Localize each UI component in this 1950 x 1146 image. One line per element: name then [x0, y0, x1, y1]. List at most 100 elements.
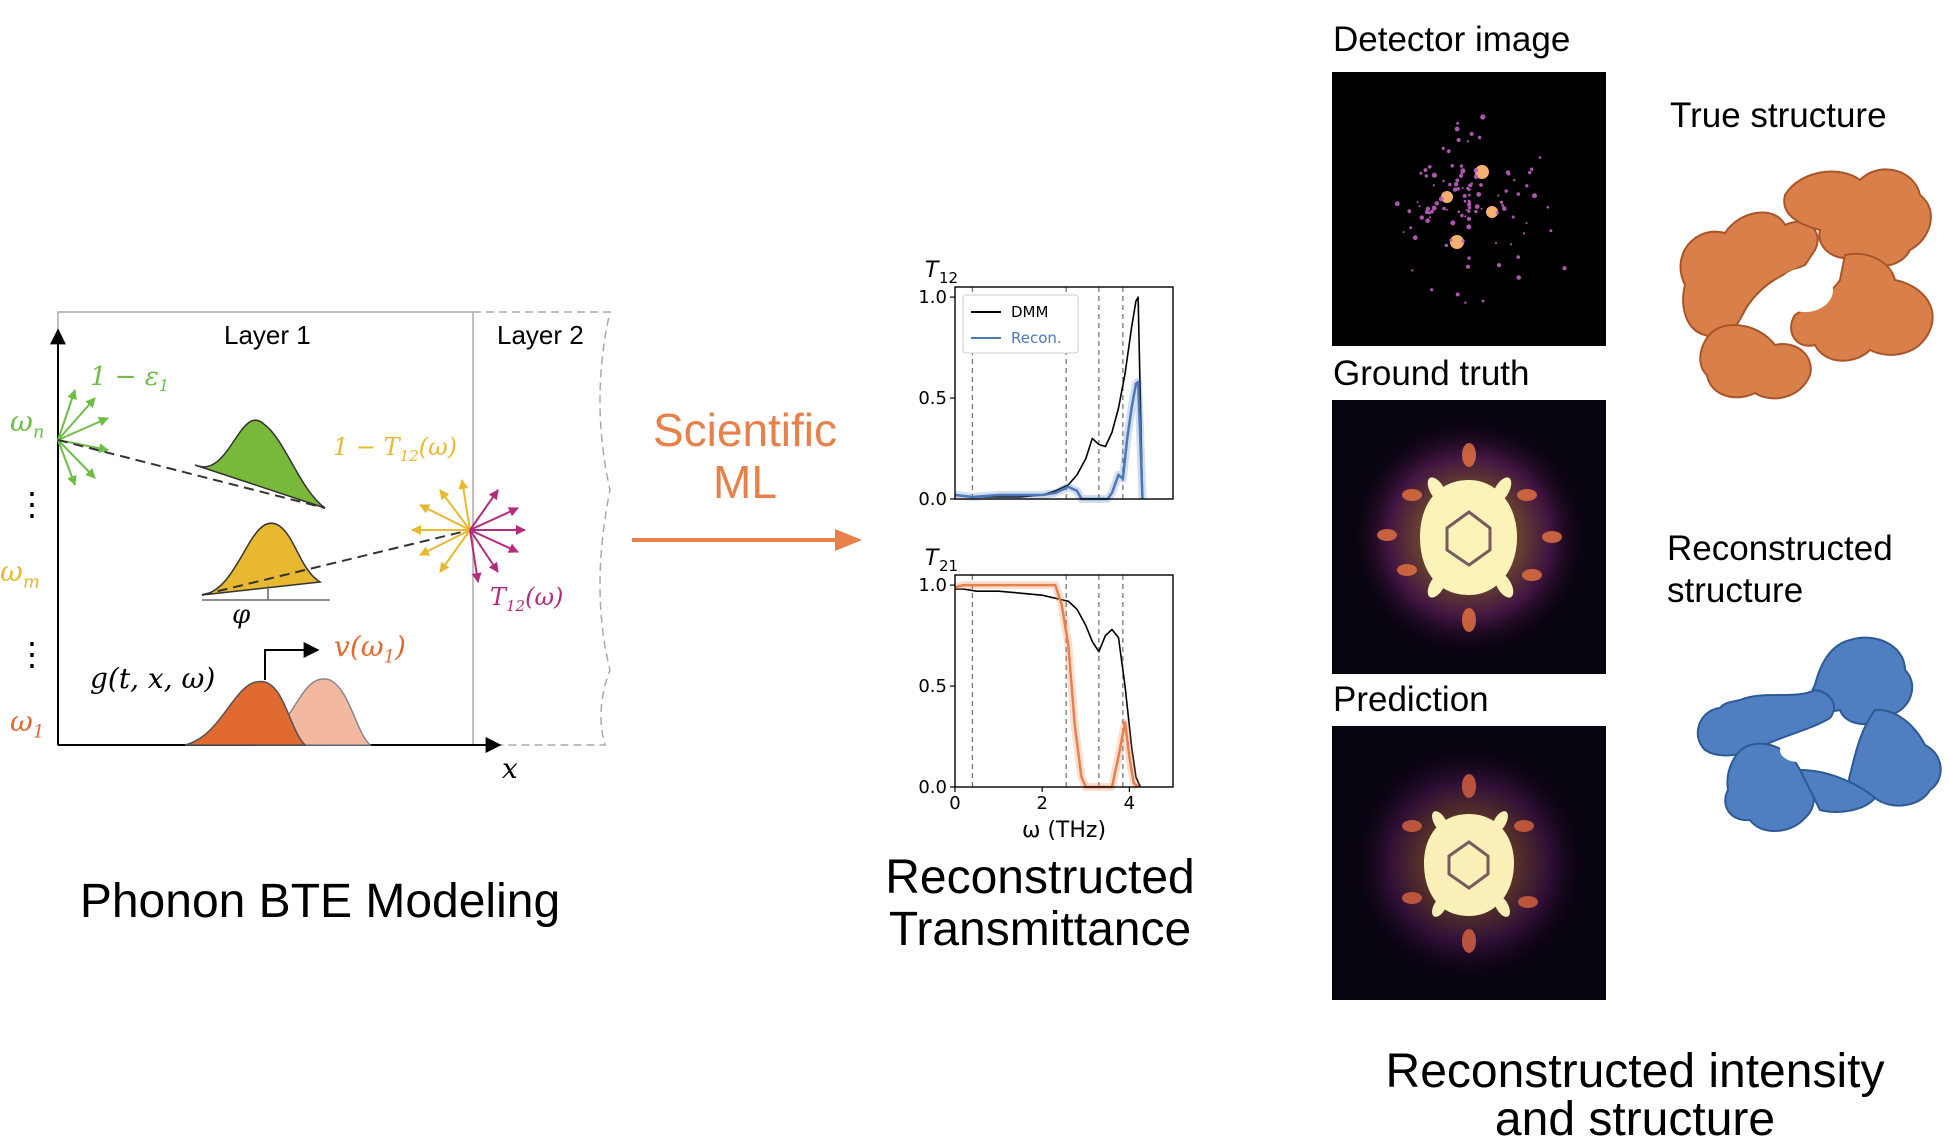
xtick-label-1-1: 2 — [1036, 793, 1047, 814]
vdots-lower: ⋮ — [16, 636, 48, 672]
detector-dot — [1430, 209, 1434, 214]
detector-dot — [1505, 170, 1511, 175]
chart-title-1: T — [925, 546, 940, 571]
detector-dot — [1532, 193, 1537, 199]
transmittance-caption-line2: Transmittance — [888, 903, 1192, 956]
detector-dot — [1502, 206, 1507, 211]
detector-dot — [1474, 209, 1478, 214]
detector-image — [1332, 72, 1606, 346]
detector-dot — [1425, 218, 1430, 223]
legend-label-0: DMM — [1011, 303, 1048, 321]
detector-dot — [1549, 229, 1553, 233]
detector-dot — [1509, 243, 1513, 246]
detector-dot — [1466, 264, 1470, 269]
detector-dot — [1466, 216, 1472, 221]
detector-dot — [1449, 238, 1453, 242]
magenta-transmission-arrows — [469, 489, 526, 583]
legend-label-1: Recon. — [1011, 329, 1062, 347]
ground-truth-image — [1332, 400, 1606, 674]
detector-dot — [1416, 201, 1419, 204]
scientific-ml-line2: ML — [713, 456, 777, 508]
chart-title-0: T — [925, 258, 940, 283]
detector-dot — [1499, 200, 1504, 204]
detector-dot — [1446, 149, 1451, 154]
detector-dot — [1428, 216, 1432, 219]
detector-dot — [1412, 235, 1418, 241]
ytick-label-0-0: 0.0 — [918, 489, 947, 510]
layer2-box — [473, 311, 611, 746]
phonon-bte-diagram — [50, 311, 611, 753]
reflectance-label: 1 − T12(ω) — [333, 433, 458, 465]
detector-dot — [1525, 222, 1528, 225]
detector-dot — [1407, 209, 1412, 214]
detector-dot — [1428, 165, 1432, 169]
vdots-upper: ⋮ — [16, 486, 48, 522]
detector-dot — [1424, 174, 1428, 178]
series-line-0-0 — [954, 296, 1144, 500]
detector-dot — [1497, 194, 1500, 197]
detector-dot — [1479, 183, 1483, 187]
velocity-arrow — [264, 642, 320, 680]
reconstructed-structure-render — [1696, 636, 1942, 832]
chart-xlabel-1: ω (THz) — [1022, 818, 1106, 843]
detector-dot — [1516, 255, 1520, 259]
detector-dot — [1460, 168, 1466, 174]
detector-dot — [1504, 189, 1508, 193]
detector-dot — [1450, 220, 1456, 226]
detector-dot — [1411, 269, 1414, 272]
transmittance-label: T12(ω) — [490, 583, 564, 615]
detector-dot — [1444, 243, 1448, 248]
detector-dot — [1434, 201, 1439, 206]
intensity-caption-line2: and structure — [1494, 1093, 1776, 1146]
detector-dot — [1431, 205, 1437, 211]
series-line-1-1 — [954, 583, 1139, 789]
detector-dot — [1480, 207, 1483, 210]
reconstructed-structure-line2: structure — [1667, 571, 1804, 610]
chart-frame-1 — [954, 574, 1174, 788]
yellow-distribution — [201, 522, 323, 596]
detector-dot — [1476, 205, 1479, 208]
detector-dot — [1457, 210, 1461, 213]
detector-dot — [1467, 188, 1471, 192]
ytick-label-1-2: 1.0 — [918, 575, 947, 596]
detector-dot — [1480, 114, 1486, 120]
detector-dot — [1513, 179, 1516, 182]
scientific-ml-arrow — [632, 529, 862, 551]
prediction-label: Prediction — [1333, 680, 1489, 719]
detector-dot — [1525, 184, 1529, 188]
detector-dot — [1468, 193, 1471, 197]
detector-dot — [1454, 126, 1460, 132]
detector-dot — [1441, 146, 1445, 150]
detector-dot — [1409, 226, 1413, 230]
detector-dot — [1418, 205, 1421, 208]
intensity-caption-line1: Reconstructed intensity — [1385, 1045, 1885, 1098]
ray-n — [57, 439, 326, 509]
detector-dot — [1473, 174, 1479, 179]
detector-dot — [1494, 241, 1498, 244]
detector-dot — [1470, 182, 1473, 185]
detector-dot — [1425, 206, 1431, 211]
true-structure-render — [1679, 168, 1934, 400]
detector-dot — [1456, 138, 1461, 142]
detector-dot — [1546, 206, 1550, 209]
reconstructed-structure-line1: Reconstructed — [1667, 529, 1893, 568]
detector-dot — [1459, 164, 1464, 168]
emissivity-label: 1 − ε1 — [90, 362, 169, 396]
layer1-label: Layer 1 — [224, 320, 311, 350]
chart-title-sub-0: 12 — [939, 269, 958, 287]
omega-1-label: ω1 — [10, 705, 45, 743]
detector-dot — [1461, 187, 1464, 189]
detector-dot — [1448, 182, 1452, 187]
detector-dot — [1523, 232, 1526, 235]
omega-n-label: ωn — [10, 405, 45, 443]
detector-image-label: Detector image — [1333, 20, 1571, 59]
detector-dot — [1467, 199, 1471, 203]
detector-dot — [1455, 178, 1460, 183]
detector-dot — [1394, 201, 1400, 207]
detector-dot — [1402, 231, 1405, 234]
transmittance-caption-line1: Reconstructed — [885, 851, 1195, 904]
detector-dot — [1516, 275, 1521, 280]
xtick-label-1-0: 0 — [949, 793, 960, 814]
detector-dot — [1562, 266, 1567, 271]
